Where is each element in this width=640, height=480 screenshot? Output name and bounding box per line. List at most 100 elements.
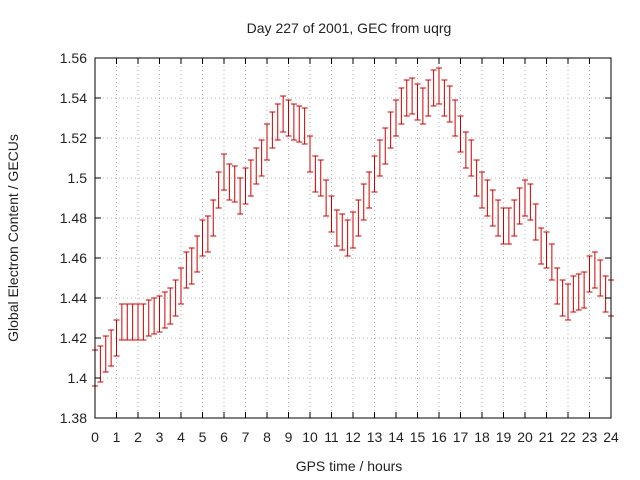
error-bar (462, 131, 469, 169)
error-bar (425, 79, 432, 117)
error-bar (210, 199, 217, 237)
x-tick-label: 18 (474, 429, 490, 445)
error-bar (457, 115, 464, 153)
y-tick-label: 1.52 (60, 130, 87, 146)
x-ticks: 0 1 2 3 4 5 6 7 8 9 10 11 12 13 14 15 16 17 18 19 20 21 22 23 24 (91, 58, 619, 445)
error-bar (172, 279, 179, 317)
error-bar (597, 259, 604, 297)
chart-title: Day 227 of 2001, GEC from uqrg (247, 20, 452, 36)
error-bar (366, 171, 373, 209)
error-bar (575, 273, 582, 311)
error-bar (264, 123, 270, 161)
error-bar (446, 85, 453, 123)
error-bar (350, 211, 356, 249)
error-bar (328, 195, 335, 233)
error-bar (124, 303, 131, 341)
error-bar (296, 105, 303, 143)
error-bar (382, 127, 389, 165)
error-bar (387, 111, 394, 149)
error-bar (183, 251, 190, 289)
y-tick-label: 1.4 (68, 370, 88, 386)
y-ticks: 1.38 1.4 1.42 1.44 1.46 1.48 1.5 1.52 1.54 1.56 (60, 50, 611, 426)
error-bar (226, 163, 233, 201)
x-tick-label: 0 (91, 429, 99, 445)
error-bar (285, 99, 292, 137)
error-bar (468, 139, 475, 177)
x-tick-label: 2 (134, 429, 142, 445)
x-tick-label: 6 (220, 429, 228, 445)
error-bar (145, 299, 152, 337)
error-bar (151, 297, 158, 335)
error-bar (188, 247, 195, 285)
error-bar (511, 199, 518, 237)
error-bar (312, 155, 319, 193)
error-bar (333, 209, 340, 247)
error-bar (419, 87, 426, 125)
error-bar (403, 79, 410, 117)
error-bar (129, 303, 136, 341)
error-bar (237, 177, 244, 215)
error-bar (581, 271, 588, 309)
error-bar (258, 139, 265, 177)
x-tick-label: 21 (539, 429, 555, 445)
error-bar (140, 303, 147, 341)
x-tick-label: 9 (285, 429, 293, 445)
error-bar (602, 275, 609, 313)
error-bar (274, 103, 281, 141)
error-bar (97, 345, 104, 383)
error-bar (156, 295, 163, 333)
y-tick-label: 1.48 (60, 210, 87, 226)
error-bar (527, 183, 534, 221)
y-tick-label: 1.54 (60, 90, 87, 106)
x-tick-label: 7 (242, 429, 250, 445)
error-bar (532, 203, 539, 241)
error-bar (161, 291, 168, 329)
error-bar (290, 103, 297, 141)
error-bar (586, 255, 593, 293)
error-bar (215, 171, 222, 209)
error-bar (522, 179, 528, 217)
error-bar (317, 159, 324, 197)
x-tick-label: 19 (496, 429, 512, 445)
error-bar (108, 329, 115, 367)
y-tick-label: 1.42 (60, 330, 87, 346)
error-bar (430, 69, 437, 107)
error-bar (543, 231, 550, 269)
x-tick-label: 8 (263, 429, 271, 445)
error-bar (516, 187, 523, 225)
error-bar (591, 251, 598, 289)
x-tick-label: 24 (603, 429, 619, 445)
error-bar (505, 207, 512, 245)
error-bar (178, 267, 184, 305)
error-bar (441, 79, 448, 117)
error-bar (414, 83, 421, 121)
error-bar (102, 335, 109, 373)
y-tick-label: 1.56 (60, 50, 87, 66)
error-bar (409, 77, 416, 115)
x-tick-label: 12 (345, 429, 361, 445)
grid-lines (95, 58, 611, 418)
error-bar (231, 165, 238, 203)
x-tick-label: 11 (324, 429, 339, 445)
x-tick-label: 5 (199, 429, 207, 445)
error-bar (204, 215, 211, 253)
error-bar (135, 303, 141, 341)
error-bar (339, 213, 346, 251)
x-axis-label: GPS time / hours (296, 458, 403, 474)
error-bar (221, 153, 227, 191)
error-bar (479, 171, 485, 209)
error-bar (554, 267, 561, 305)
error-bar (301, 107, 308, 145)
y-tick-label: 1.5 (68, 170, 88, 186)
error-bar (436, 67, 442, 105)
x-tick-label: 15 (410, 429, 426, 445)
error-bar (247, 159, 254, 197)
error-bar (489, 189, 496, 227)
error-bars (92, 67, 614, 387)
error-bar (398, 87, 405, 125)
error-bar (344, 219, 351, 257)
error-bar (565, 283, 571, 321)
error-bar (307, 135, 313, 173)
error-bar (242, 167, 249, 205)
